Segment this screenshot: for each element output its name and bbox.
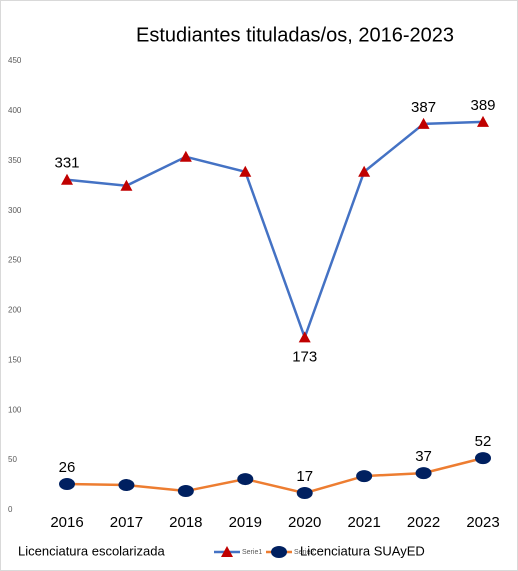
legend-marker xyxy=(221,546,233,557)
point-marker xyxy=(177,485,194,498)
point-marker xyxy=(118,479,135,492)
legend-note: Licenciatura escolarizada xyxy=(18,543,165,558)
point-marker xyxy=(179,150,192,162)
y-tick-label: 100 xyxy=(8,405,22,414)
x-tick-label: 2017 xyxy=(110,514,143,531)
point-marker xyxy=(475,452,491,465)
data-label: 389 xyxy=(470,97,495,114)
x-tick-label: 2020 xyxy=(288,514,321,531)
point-marker xyxy=(296,487,313,500)
legend-marker xyxy=(271,546,287,558)
series-line xyxy=(66,456,484,495)
data-label: 387 xyxy=(411,99,436,116)
x-tick-label: 2016 xyxy=(50,514,83,531)
y-tick-label: 400 xyxy=(8,106,22,115)
point-marker xyxy=(61,173,73,185)
legend-note: Licenciatura SUAyED xyxy=(300,543,425,558)
y-tick-label: 150 xyxy=(8,355,22,364)
legend-label: Serie2 xyxy=(294,549,314,556)
y-tick-label: 300 xyxy=(8,206,22,215)
x-tick-label: 2018 xyxy=(169,514,202,531)
x-tick-label: 2021 xyxy=(347,514,380,531)
legend-label: Serie1 xyxy=(242,549,262,556)
data-label: 52 xyxy=(475,433,492,450)
point-marker xyxy=(477,115,489,127)
chart-title: Estudiantes tituladas/os, 2016-2023 xyxy=(136,24,454,46)
point-marker xyxy=(237,473,254,486)
point-marker xyxy=(59,478,75,491)
x-tick-label: 2023 xyxy=(466,514,499,531)
data-label: 37 xyxy=(415,448,432,465)
y-tick-label: 450 xyxy=(8,56,22,65)
x-tick-label: 2019 xyxy=(229,514,262,531)
point-marker xyxy=(417,117,430,129)
data-label: 26 xyxy=(59,459,76,476)
data-label: 173 xyxy=(292,348,317,365)
y-tick-label: 250 xyxy=(8,256,22,265)
data-label: 17 xyxy=(296,468,313,485)
series-line xyxy=(66,120,484,342)
point-marker xyxy=(358,165,371,177)
point-marker xyxy=(239,165,252,177)
y-tick-label: 0 xyxy=(8,505,13,514)
y-tick-label: 200 xyxy=(8,306,22,315)
point-marker xyxy=(415,467,432,480)
point-marker xyxy=(298,331,311,343)
data-label: 331 xyxy=(54,155,79,172)
y-tick-label: 350 xyxy=(8,156,22,165)
y-tick-label: 50 xyxy=(8,455,17,464)
point-marker xyxy=(356,470,373,483)
x-tick-label: 2022 xyxy=(407,514,440,531)
point-marker xyxy=(120,179,133,191)
